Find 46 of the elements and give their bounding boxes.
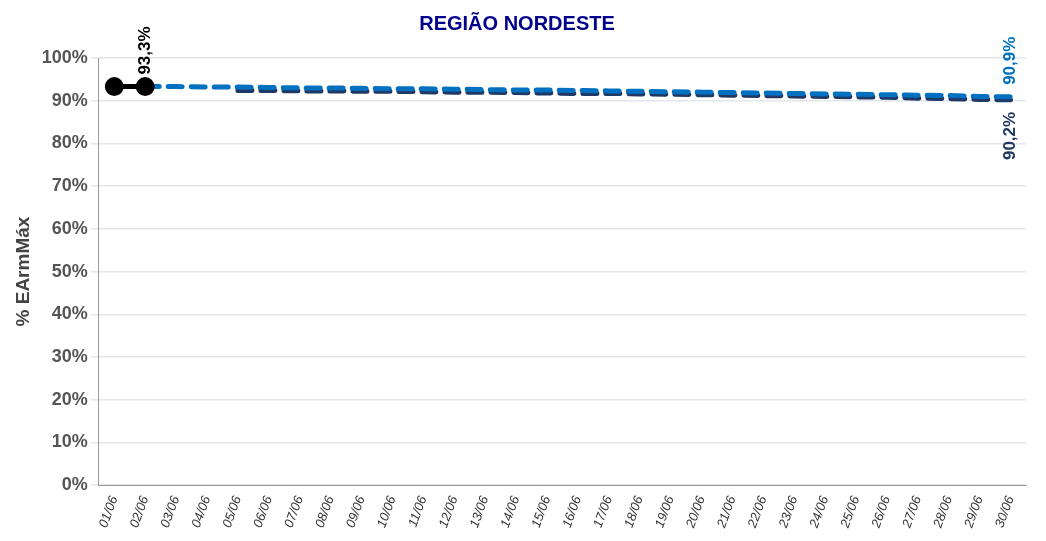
x-tick-label: 06/06 (249, 493, 276, 530)
y-axis-title: % EArmMáx (11, 216, 33, 327)
x-tick-label: 27/06 (898, 493, 925, 531)
x-tick-label: 07/06 (280, 493, 307, 530)
x-tick-label: 05/06 (218, 493, 245, 530)
x-tick-label: 03/06 (157, 493, 183, 530)
x-tick-label: 29/06 (960, 493, 987, 531)
x-tick-label: 08/06 (311, 493, 338, 530)
x-tick-label: 16/06 (558, 493, 585, 530)
x-tick-label: 21/06 (713, 493, 739, 531)
x-tick-label: 22/06 (743, 493, 770, 531)
y-tick-label: 70% (51, 175, 88, 196)
data-label: 90,9% (1000, 36, 1020, 85)
x-tick-label: 13/06 (466, 493, 492, 530)
y-tick-label: 0% (61, 474, 88, 495)
x-tick-label: 23/06 (774, 493, 801, 531)
x-tick-label: 20/06 (682, 493, 708, 531)
x-tick-label: 19/06 (651, 493, 678, 530)
y-tick-label: 40% (51, 303, 88, 324)
x-tick-label: 09/06 (342, 493, 368, 530)
y-tick-label: 60% (51, 217, 88, 238)
x-tick-label: 01/06 (95, 493, 121, 530)
x-tick-label: 11/06 (404, 493, 430, 529)
x-tick-label: 25/06 (836, 493, 863, 531)
y-tick-label: 30% (51, 345, 88, 366)
y-tick-label: 50% (51, 260, 88, 281)
x-tick-label: 30/06 (991, 493, 1018, 530)
x-tick-label: 15/06 (527, 493, 554, 530)
y-tick-label: 20% (51, 388, 88, 409)
x-tick-label: 12/06 (435, 493, 461, 530)
y-tick-label: 80% (51, 132, 88, 153)
y-tick-label: 10% (51, 431, 88, 452)
x-tick-label: 10/06 (373, 493, 399, 530)
data-label: 90,2% (1000, 111, 1020, 161)
x-tick-label: 24/06 (805, 493, 832, 531)
x-tick-label: 04/06 (187, 493, 214, 530)
x-tick-label: 26/06 (867, 493, 894, 531)
x-tick-label: 28/06 (929, 493, 956, 531)
y-tick-label: 90% (51, 89, 88, 110)
chart-title: REGIÃO NORDESTE (419, 11, 615, 34)
y-tick-label: 100% (41, 46, 88, 67)
x-tick-label: 14/06 (497, 493, 523, 530)
x-tick-label: 02/06 (126, 493, 152, 530)
x-tick-label: 18/06 (620, 493, 647, 530)
data-label: 93,3% (134, 26, 154, 75)
x-tick-label: 17/06 (589, 493, 616, 530)
